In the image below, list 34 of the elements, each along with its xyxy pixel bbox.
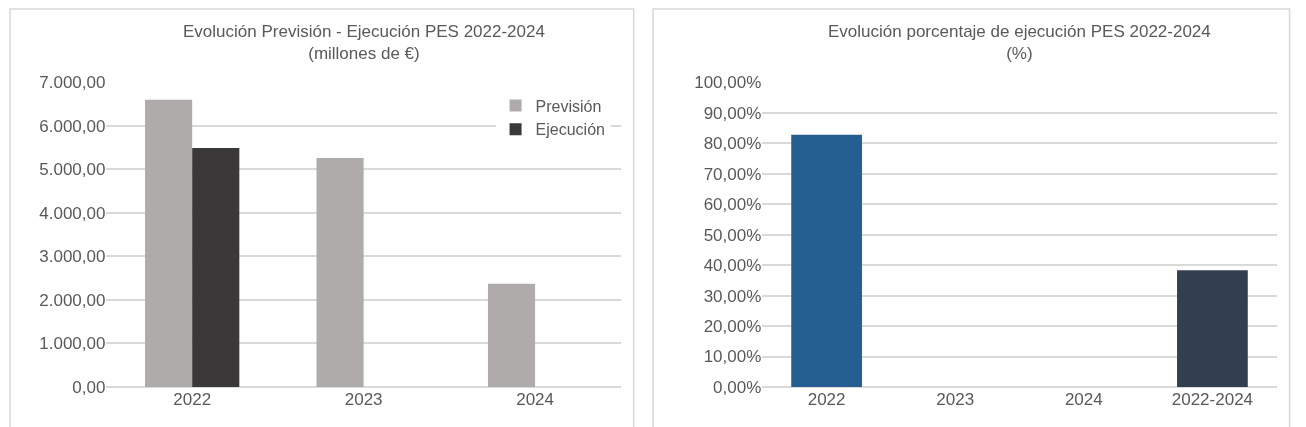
y-tick-label: 5.000,00 — [39, 160, 106, 180]
x-tick-label: 2023 — [936, 390, 975, 409]
y-tick-label: 0,00 — [72, 377, 106, 397]
x-tick-label: 2023 — [344, 390, 383, 409]
bar — [192, 148, 240, 387]
chart-title: Evolución porcentaje de ejecución PES 2022-2024 (%) — [828, 22, 1211, 64]
y-tick-label: 80,00% — [703, 134, 762, 154]
y-tick-label: 6.000,00 — [39, 116, 106, 136]
y-tick-label: 30,00% — [703, 286, 762, 306]
bar — [487, 283, 536, 387]
y-tick-label: 70,00% — [703, 164, 762, 184]
legend-label: Ejecución — [535, 121, 605, 139]
bar — [145, 99, 193, 387]
y-tick-label: 1.000,00 — [39, 334, 106, 354]
y-tick-label: 7.000,00 — [39, 73, 106, 93]
x-tick-label: 2022 — [173, 390, 212, 409]
y-tick-label: 0,00% — [713, 377, 762, 397]
chart-title: Evolución Previsión - Ejecución PES 2022-2024 (millones de €) — [183, 22, 545, 64]
y-tick-label: 50,00% — [703, 225, 762, 245]
y-tick-label: 2.000,00 — [39, 290, 106, 310]
x-tick-label: 2024 — [516, 390, 555, 409]
y-tick-label: 40,00% — [703, 256, 762, 276]
y-tick-label: 3.000,00 — [39, 247, 106, 267]
y-tick-label: 20,00% — [703, 317, 762, 337]
y-tick-label: 100,00% — [694, 73, 762, 93]
x-tick-label: 2024 — [1064, 390, 1103, 409]
y-tick-label: 90,00% — [703, 103, 762, 123]
bar — [316, 158, 364, 387]
y-tick-label: 10,00% — [703, 347, 762, 367]
y-tick-label: 60,00% — [703, 195, 762, 215]
x-tick-label: 2022 — [807, 390, 846, 409]
x-tick-label: 2022-2024 — [1171, 390, 1254, 409]
legend-label: Previsión — [535, 97, 602, 115]
y-tick-label: 4.000,00 — [39, 203, 106, 223]
